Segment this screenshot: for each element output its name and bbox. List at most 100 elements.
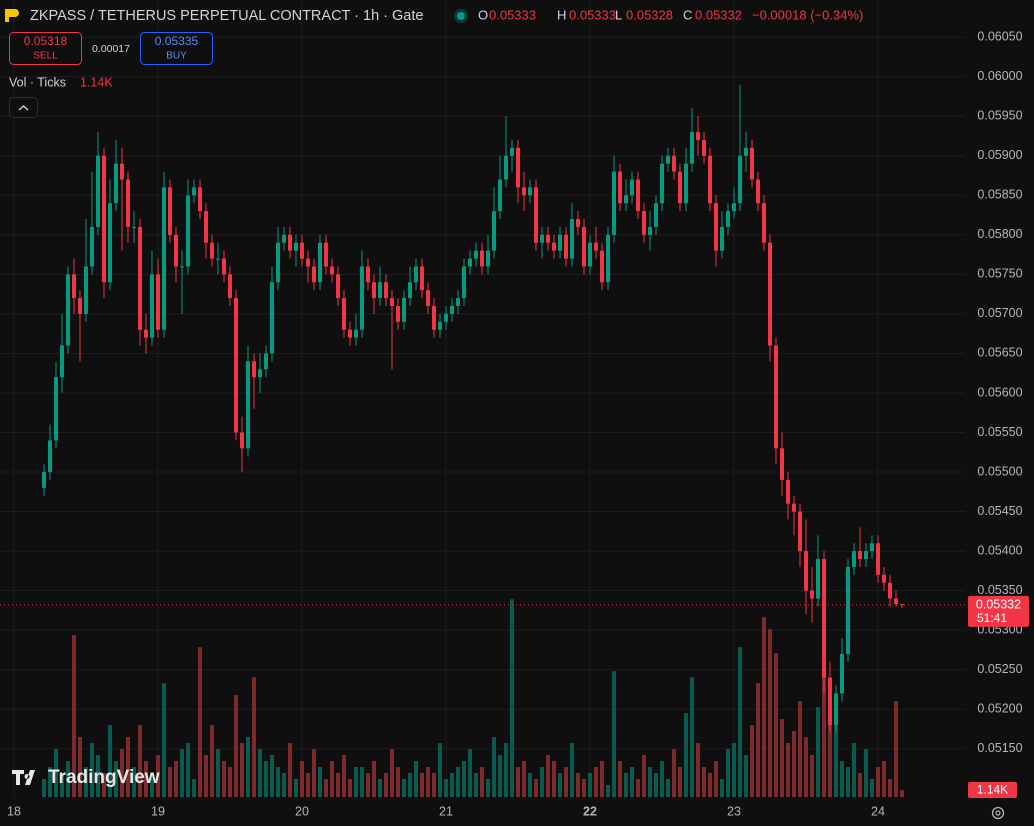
volume-bar	[545, 755, 550, 797]
candle-body	[149, 274, 154, 338]
exchange-icon	[5, 9, 19, 22]
volume-bar	[719, 779, 724, 797]
buy-label: BUY	[166, 51, 187, 62]
volume-bar	[461, 761, 466, 797]
candle-body	[509, 147, 514, 156]
volume-bar	[713, 761, 718, 797]
candle-body	[179, 266, 184, 268]
y-tick-label: 0.05900	[977, 148, 1022, 162]
candle-body	[689, 132, 694, 164]
candle-body	[401, 298, 406, 322]
y-tick-label: 0.06050	[977, 29, 1022, 43]
volume-bar	[617, 761, 622, 797]
candle-body	[491, 211, 496, 251]
volume-bar	[281, 773, 286, 797]
candle-body	[155, 274, 160, 330]
y-tick-label: 0.05950	[977, 109, 1022, 123]
candle-body	[761, 203, 766, 243]
volume-bar	[383, 773, 388, 797]
candle-body	[221, 258, 226, 275]
ohlc-value: 0.05333	[489, 7, 536, 22]
volume-bar	[251, 677, 256, 797]
sell-button[interactable]	[9, 32, 82, 65]
volume-bar	[737, 647, 742, 797]
volume-bar	[533, 779, 538, 797]
volume-bar	[743, 755, 748, 797]
candle-body	[377, 282, 382, 299]
candle-body	[575, 219, 580, 227]
candle-body	[701, 139, 706, 156]
volume-bar	[623, 773, 628, 797]
volume-bar	[95, 755, 100, 797]
volume-bar	[575, 773, 580, 797]
symbol-title[interactable]: ZKPASS / TETHERUS PERPETUAL CONTRACT · 1…	[30, 8, 423, 24]
volume-bar	[803, 737, 808, 797]
candle-body	[845, 566, 850, 654]
collapse-button[interactable]	[9, 97, 38, 118]
candle-body	[599, 250, 604, 283]
candle-body	[821, 559, 826, 678]
volume-bar	[761, 617, 766, 797]
candle-body	[389, 298, 394, 306]
volume-bar	[731, 743, 736, 797]
y-tick-label: 0.05800	[977, 227, 1022, 241]
candle-body	[539, 234, 544, 243]
y-tick-label: 0.05250	[977, 662, 1022, 676]
volume-bar	[71, 635, 76, 797]
volume-bar	[233, 695, 238, 797]
volume-bar	[521, 761, 526, 797]
candle-body	[257, 369, 262, 378]
candle-body	[893, 598, 898, 605]
candle-body	[341, 298, 346, 330]
candle-body	[671, 155, 676, 172]
volume-bar	[695, 743, 700, 797]
candle-body	[197, 187, 202, 212]
candle-body	[281, 234, 286, 243]
volume-bar	[401, 779, 406, 797]
volume-bar	[353, 767, 358, 797]
buy-button[interactable]	[140, 32, 213, 65]
volume-legend-name: Vol · Ticks	[9, 75, 66, 89]
candle-body	[797, 511, 802, 552]
candle-body	[215, 258, 220, 260]
candle-body	[425, 290, 430, 306]
volume-bar	[473, 773, 478, 797]
volume-bar	[359, 767, 364, 797]
candle-body	[365, 266, 370, 283]
ohlc-key: O	[478, 7, 488, 22]
candle-body	[317, 242, 322, 283]
candle-body	[89, 226, 94, 267]
candle-body	[665, 155, 670, 164]
sell-label: SELL	[33, 51, 58, 62]
volume-bar	[539, 767, 544, 797]
volume-bar	[389, 749, 394, 797]
volume-tag	[968, 782, 1017, 798]
volume-bar	[779, 719, 784, 797]
candle-body	[533, 187, 538, 243]
volume-bar	[65, 761, 70, 797]
candle-body	[101, 155, 106, 283]
candle-body	[545, 234, 550, 243]
y-tick-label: 0.05700	[977, 306, 1022, 320]
candle-body	[413, 266, 418, 283]
candle-body	[347, 329, 352, 338]
watermark: TradingView	[48, 767, 160, 788]
volume-bar	[587, 773, 592, 797]
volume-bar	[467, 749, 472, 797]
candle-body	[395, 305, 400, 322]
candle-body	[161, 187, 166, 330]
volume-bar	[203, 755, 208, 797]
candle-body	[461, 266, 466, 299]
candle-body	[59, 345, 64, 378]
candle-body	[233, 298, 238, 433]
candle-body	[419, 266, 424, 291]
volume-bar	[197, 647, 202, 797]
volume-bar	[335, 773, 340, 797]
volume-bar	[491, 737, 496, 797]
volume-bar	[257, 749, 262, 797]
settings-icon[interactable]	[991, 806, 1005, 820]
price-axis-bg	[965, 0, 1034, 826]
volume-bar	[785, 743, 790, 797]
